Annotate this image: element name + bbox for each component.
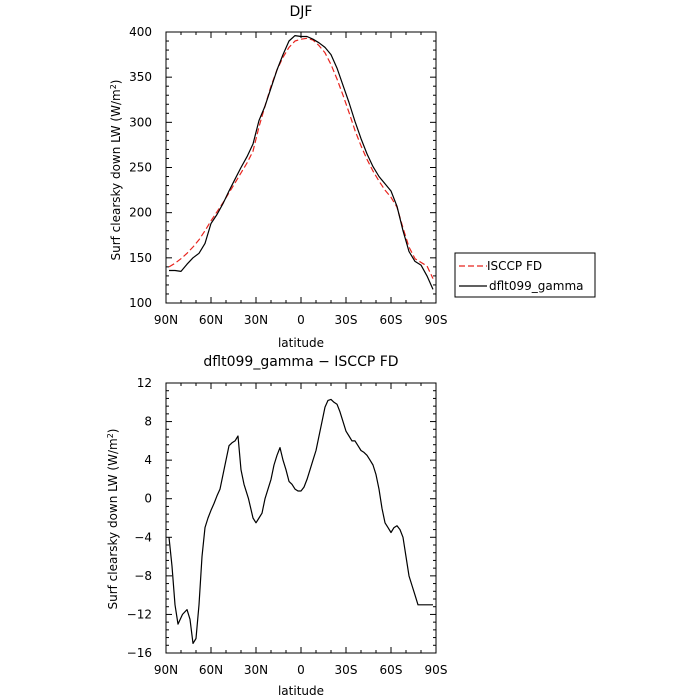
top-chart-ylabel-main: Surf clearsky down LW (W/m (109, 89, 123, 260)
bottom-xtick-label: 60N (199, 663, 223, 677)
bottom-ytick-label: −8 (134, 569, 152, 583)
top-chart-ylabel-sup: 2 (109, 84, 118, 89)
legend-box (454, 252, 596, 298)
top-xtick-label: 0 (297, 313, 305, 327)
bottom-ytick-label: 4 (144, 453, 152, 467)
top-ytick-label: 150 (129, 251, 152, 265)
top-ytick-label: 400 (129, 25, 152, 39)
bottom-chart: dflt099_gamma − ISCCP FD 90N 60N 30N 0 30S 60… (106, 354, 448, 698)
top-ytick-label: 300 (129, 115, 152, 129)
top-series-line-isccp-fd (168, 37, 434, 279)
top-chart-series (168, 34, 434, 290)
top-chart-xlabel: latitude (278, 336, 324, 350)
bottom-chart-plot-frame (165, 382, 437, 654)
top-chart-legend: ISCCP FD dflt099_gamma (454, 252, 596, 298)
bottom-xtick-label: 90N (154, 663, 178, 677)
top-xtick-label: 60N (199, 313, 223, 327)
top-ytick-label: 100 (129, 296, 152, 310)
bottom-chart-series (168, 398, 433, 645)
bottom-chart-xlabel: latitude (278, 684, 324, 698)
bottom-xtick-label: 30S (335, 663, 358, 677)
bottom-xtick-label: 30N (244, 663, 268, 677)
top-chart-title: DJF (290, 4, 313, 20)
top-xtick-label: 60S (380, 313, 403, 327)
bottom-ytick-label: 8 (144, 415, 152, 429)
bottom-ytick-label: −4 (134, 530, 152, 544)
bottom-chart-title: dflt099_gamma − ISCCP FD (203, 354, 398, 370)
top-ytick-label: 200 (129, 206, 152, 220)
top-chart-ticks: 90N 60N 30N 0 30S 60S 90S 100 150 200 250 300 350 400 (129, 25, 447, 327)
top-chart-plot-frame (165, 31, 437, 304)
bottom-xtick-label: 0 (297, 663, 305, 677)
top-ytick-label: 350 (129, 70, 152, 84)
top-xtick-label: 30N (244, 313, 268, 327)
bottom-ytick-label: −12 (127, 607, 152, 621)
legend-label-dflt099-gamma: dflt099_gamma (489, 279, 584, 293)
bottom-chart-ylabel-close: ) (106, 428, 120, 433)
bottom-xtick-label: 60S (380, 663, 403, 677)
top-chart: DJF 90N 60N 30N 0 30S 60S 90S 100 150 200 250 300 35… (109, 4, 596, 350)
top-series-line-dflt099-gamma (169, 34, 434, 290)
bottom-ytick-label: 0 (144, 492, 152, 506)
top-xtick-label: 90S (425, 313, 448, 327)
legend-label-isccp-fd: ISCCP FD (487, 259, 542, 273)
bottom-chart-ylabel-sup: 2 (106, 433, 115, 438)
bottom-ytick-label: 12 (137, 376, 152, 390)
bottom-chart-ylabel-main: Surf clearsky down LW (W/m (106, 438, 120, 609)
top-ytick-label: 250 (129, 161, 152, 175)
top-chart-ylabel-close: ) (109, 79, 123, 84)
top-xtick-label: 90N (154, 313, 178, 327)
bottom-ytick-label: −16 (127, 646, 152, 660)
bottom-series-line-difference (168, 398, 433, 645)
bottom-chart-ylabel: Surf clearsky down LW (W/m2) (106, 428, 121, 609)
bottom-chart-ticks: 90N 60N 30N 0 30S 60S 90S −16 −12 −8 −4 0 4 8 12 (127, 376, 448, 677)
top-chart-ylabel: Surf clearsky down LW (W/m2) (109, 79, 124, 260)
bottom-xtick-label: 90S (425, 663, 448, 677)
top-xtick-label: 30S (335, 313, 358, 327)
